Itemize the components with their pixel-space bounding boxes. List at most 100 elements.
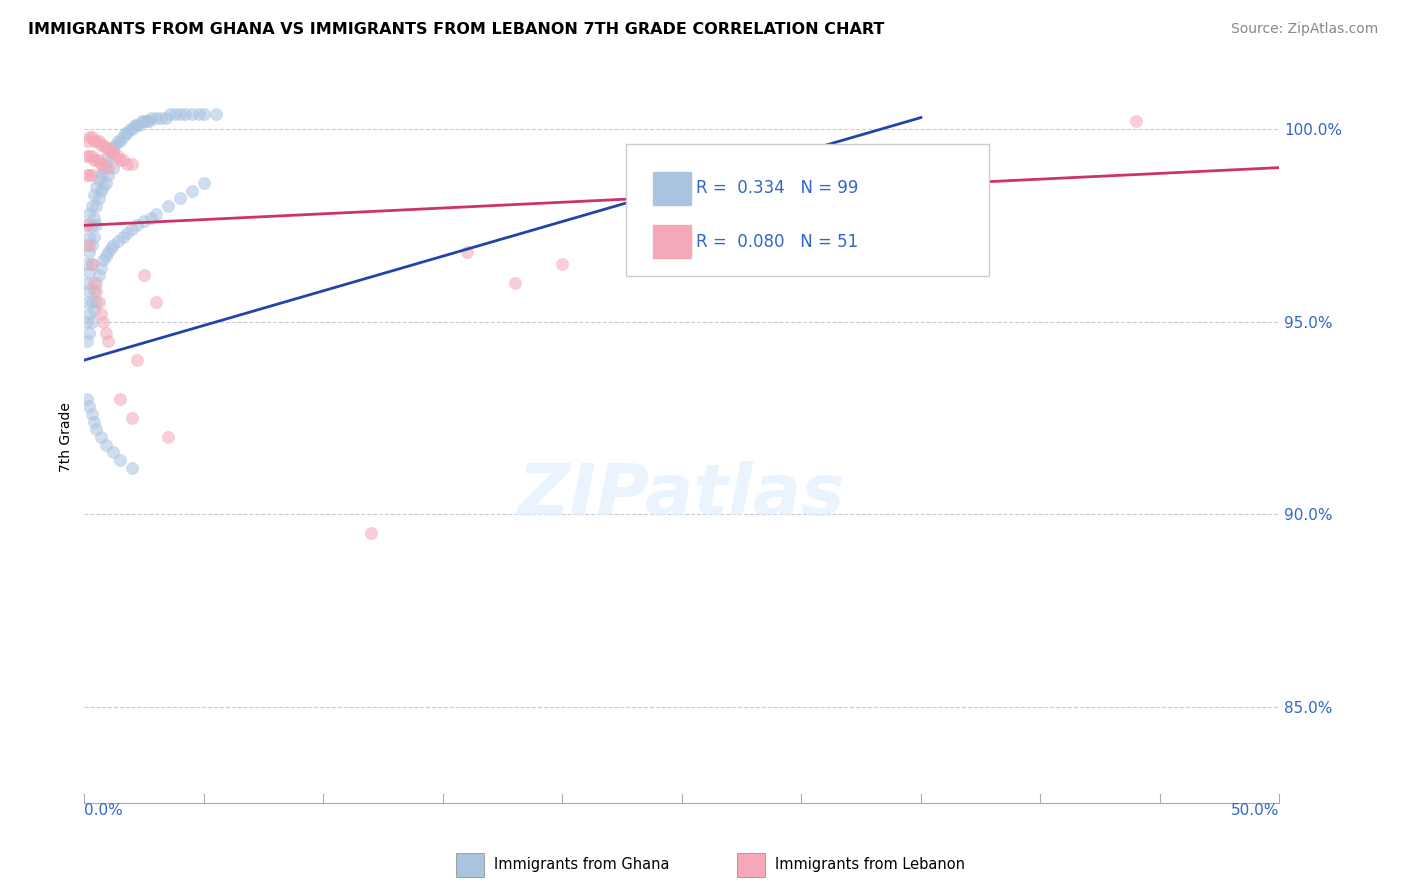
Point [157, 199, 180, 213]
Point [111, 230, 134, 244]
Point [100, 145, 122, 160]
Point [93, 179, 115, 194]
Point [77, 326, 100, 340]
Point [132, 114, 156, 128]
Point [128, 118, 150, 132]
Point [83, 276, 105, 290]
Point [77, 230, 100, 244]
Point [80, 407, 103, 421]
Point [121, 410, 143, 425]
Text: 0.0%: 0.0% [84, 803, 124, 818]
Point [80, 295, 103, 310]
Point [76, 134, 98, 148]
Point [169, 191, 191, 205]
Point [503, 276, 526, 290]
Point [117, 157, 139, 171]
Point [111, 153, 134, 167]
Point [86, 134, 108, 148]
Point [165, 106, 187, 120]
Point [193, 106, 215, 120]
Point [80, 237, 103, 252]
Point [77, 237, 100, 252]
Point [117, 226, 139, 240]
Point [90, 137, 112, 152]
Point [193, 176, 215, 190]
Point [101, 145, 124, 160]
Point [97, 161, 120, 175]
Point [77, 264, 100, 278]
Point [132, 214, 156, 228]
Point [121, 157, 143, 171]
Point [94, 157, 117, 171]
Point [77, 284, 100, 298]
Point [141, 211, 163, 225]
Point [107, 134, 129, 148]
Point [141, 111, 163, 125]
Point [76, 315, 98, 329]
Point [173, 106, 195, 120]
Point [169, 106, 191, 120]
Point [77, 149, 100, 163]
Point [101, 445, 124, 459]
Point [125, 118, 148, 132]
Point [145, 111, 167, 125]
Point [104, 137, 127, 152]
Point [107, 234, 129, 248]
Point [76, 334, 98, 348]
Point [155, 111, 177, 125]
Point [86, 219, 108, 233]
Point [93, 137, 115, 152]
Point [157, 430, 180, 444]
Point [86, 179, 108, 194]
Point [86, 422, 108, 436]
Point [76, 295, 98, 310]
Point [87, 191, 110, 205]
Point [83, 303, 105, 318]
Point [76, 276, 98, 290]
Point [77, 245, 100, 260]
Point [101, 141, 124, 155]
Point [86, 284, 108, 298]
Point [77, 129, 100, 144]
Point [80, 219, 103, 233]
Point [117, 126, 139, 140]
Point [76, 219, 98, 233]
Point [110, 453, 132, 467]
Point [87, 134, 110, 148]
Point [101, 161, 124, 175]
Point [97, 149, 120, 163]
Point [121, 222, 143, 236]
Y-axis label: 7th Grade: 7th Grade [59, 402, 73, 472]
Point [90, 430, 112, 444]
Point [181, 184, 204, 198]
Point [80, 129, 103, 144]
Point [97, 169, 120, 183]
Point [131, 114, 153, 128]
Point [118, 122, 141, 136]
Point [149, 111, 172, 125]
Point [93, 161, 115, 175]
Point [110, 134, 132, 148]
Point [110, 392, 132, 406]
Point [97, 334, 120, 348]
Point [86, 199, 108, 213]
Point [76, 169, 98, 183]
Point [104, 149, 127, 163]
Point [87, 295, 110, 310]
Point [90, 184, 112, 198]
Point [80, 315, 103, 329]
Point [456, 245, 478, 260]
Point [100, 145, 122, 160]
Point [80, 257, 103, 271]
Point [125, 219, 148, 233]
Text: Source: ZipAtlas.com: Source: ZipAtlas.com [1230, 22, 1378, 37]
Point [125, 353, 148, 368]
Text: ZIPatlas: ZIPatlas [519, 461, 845, 530]
Point [87, 268, 110, 283]
Point [94, 141, 117, 155]
Point [83, 134, 105, 148]
Point [159, 106, 181, 120]
Point [97, 245, 120, 260]
Point [114, 126, 136, 140]
Point [1125, 114, 1147, 128]
